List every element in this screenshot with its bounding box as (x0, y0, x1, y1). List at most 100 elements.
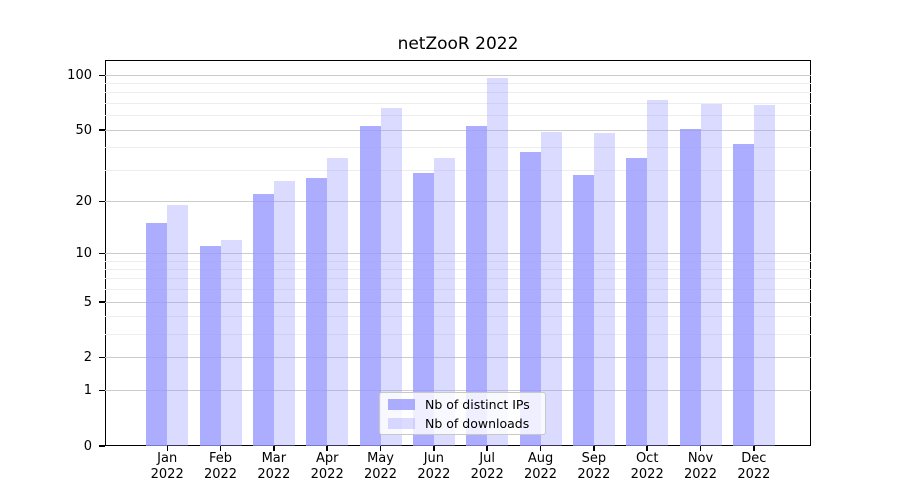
bar-downloads-apr (327, 158, 349, 446)
y-tick-label: 2 (83, 350, 92, 366)
minor-gridline (105, 83, 811, 85)
y-tick-label: 100 (67, 67, 92, 83)
x-tick-month: Nov (687, 451, 714, 466)
y-tick (99, 252, 105, 255)
x-tick-year: 2022 (523, 467, 558, 482)
bar-distinct-ips-oct (626, 158, 648, 446)
legend-row: Nb of distinct IPs (388, 397, 545, 412)
x-tick (326, 446, 328, 451)
y-tick (99, 357, 105, 359)
x-tick (486, 446, 488, 451)
x-tick-year: 2022 (630, 467, 664, 482)
bar-downloads-sep (593, 133, 615, 446)
x-tick-month: Jan (157, 451, 178, 466)
minor-gridline (105, 115, 811, 117)
x-tick-month: Feb (209, 451, 233, 466)
x-tick (273, 446, 275, 451)
x-tick-year: 2022 (257, 467, 291, 482)
bar-distinct-ips-apr (306, 178, 328, 446)
x-tick (379, 446, 382, 451)
bar-distinct-ips-nov (679, 128, 701, 446)
minor-gridline (105, 103, 811, 105)
x-tick-month: Apr (315, 451, 339, 466)
x-tick (753, 446, 755, 451)
x-tick-label: Feb 2022 (189, 451, 253, 483)
major-gridline (105, 389, 811, 391)
x-tick (646, 446, 648, 451)
chart-title: netZooR 2022 (397, 34, 519, 54)
x-tick-label: Oct 2022 (615, 451, 679, 483)
minor-gridline (105, 260, 811, 262)
bar-distinct-ips-jan (146, 223, 168, 446)
bar-distinct-ips-mar (252, 194, 274, 446)
minor-gridline (105, 334, 811, 336)
legend-label: Nb of distinct IPs (425, 396, 530, 412)
bar-downloads-dec (753, 104, 775, 446)
bar-distinct-ips-jun (412, 172, 434, 446)
major-gridline (105, 301, 811, 303)
major-gridline (105, 357, 811, 359)
x-tick-month: Mar (261, 451, 287, 466)
minor-gridline (105, 316, 811, 318)
y-tick (99, 445, 105, 447)
x-tick-year: 2022 (737, 467, 771, 482)
bar-downloads-feb (220, 239, 242, 446)
y-tick (99, 74, 105, 76)
legend-swatch-downloads (388, 417, 415, 429)
bar-downloads-may (380, 108, 402, 446)
bar-distinct-ips-jul (466, 125, 488, 446)
y-tick-label: 5 (83, 294, 92, 310)
x-tick-month: Jun (423, 451, 445, 466)
major-gridline (105, 129, 811, 131)
x-tick (699, 446, 702, 451)
y-tick (99, 301, 105, 303)
y-tick (99, 200, 105, 203)
x-tick-month: Sep (581, 451, 607, 466)
x-tick-year: 2022 (310, 467, 344, 482)
x-tick-year: 2022 (417, 467, 451, 482)
legend-swatch-distinct-ips (388, 398, 415, 410)
x-tick-label: Apr 2022 (295, 451, 359, 483)
x-tick-year: 2022 (470, 467, 504, 482)
x-tick-label: Nov 2022 (669, 451, 733, 483)
x-tick (593, 446, 595, 451)
x-tick-month: Dec (741, 451, 767, 466)
legend: Nb of distinct IPs Nb of downloads (379, 392, 546, 435)
bar-distinct-ips-feb (199, 246, 221, 446)
x-tick-year: 2022 (363, 467, 398, 482)
x-tick-label: May 2022 (349, 451, 413, 483)
major-gridline (105, 252, 811, 254)
y-tick (99, 129, 105, 131)
y-tick-label: 10 (75, 245, 92, 261)
x-tick-label: Dec 2022 (722, 451, 786, 483)
x-tick-month: May (367, 451, 394, 466)
y-tick-label: 50 (75, 122, 92, 138)
x-tick-year: 2022 (150, 467, 184, 482)
bar-distinct-ips-sep (572, 175, 594, 446)
x-tick-year: 2022 (577, 467, 611, 482)
x-tick-month: Aug (527, 451, 554, 466)
major-gridline (105, 74, 811, 76)
minor-gridline (105, 147, 811, 149)
minor-gridline (105, 289, 811, 291)
bar-distinct-ips-aug (519, 151, 541, 446)
x-tick (539, 446, 542, 451)
x-tick-label: Jun 2022 (402, 451, 466, 483)
x-tick (166, 446, 168, 451)
bar-downloads-jul (487, 77, 509, 446)
x-tick-month: Oct (635, 451, 659, 466)
legend-row: Nb of downloads (388, 416, 545, 431)
minor-gridline (105, 268, 811, 270)
bar-downloads-oct (647, 100, 669, 446)
x-tick-label: Sep 2022 (562, 451, 626, 483)
minor-gridline (105, 92, 811, 94)
x-tick-label: Aug 2022 (509, 451, 573, 483)
y-tick (99, 389, 105, 391)
minor-gridline (105, 169, 811, 171)
bar-distinct-ips-may (359, 125, 381, 446)
major-gridline (105, 200, 811, 202)
x-tick-label: Mar 2022 (242, 451, 306, 483)
plot-area (105, 60, 811, 446)
bar-distinct-ips-dec (732, 143, 754, 446)
